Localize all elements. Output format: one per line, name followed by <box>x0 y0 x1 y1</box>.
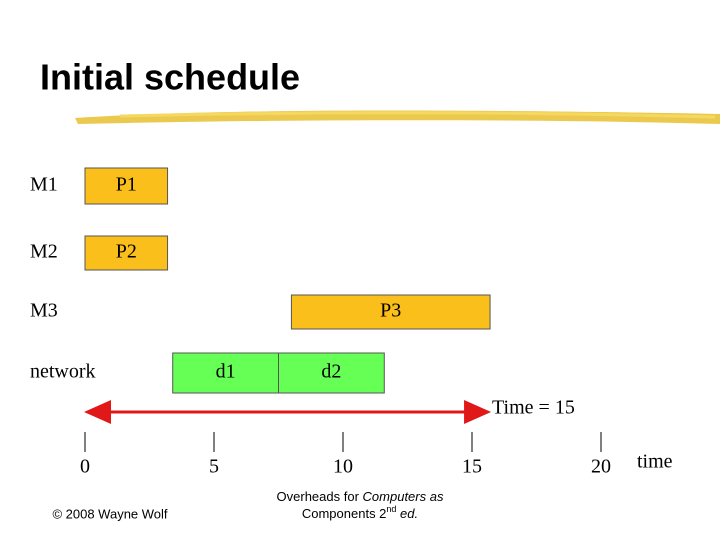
task-bar <box>84 235 169 271</box>
x-tick-label: 5 <box>209 456 219 478</box>
span-label: Time = 15 <box>492 397 575 419</box>
x-tick-label: 10 <box>333 456 353 478</box>
x-tick-label: 15 <box>462 456 482 478</box>
row-label: M2 <box>30 241 58 263</box>
footer-text: nd <box>386 504 396 514</box>
task-label: d2 <box>321 361 341 383</box>
task-bar <box>290 294 491 330</box>
footer-center: Overheads for Computers as <box>277 489 444 504</box>
task-bar <box>84 167 169 205</box>
row-label: M3 <box>30 300 58 322</box>
footer-text: ed. <box>396 506 418 521</box>
task-label: d1 <box>216 361 236 383</box>
footer-text: Overheads for <box>277 489 363 504</box>
task-label: P3 <box>380 300 401 322</box>
task-label: P1 <box>116 174 137 196</box>
task-bar <box>278 352 385 394</box>
row-label: M1 <box>30 174 58 196</box>
task-bar <box>172 352 279 394</box>
slide-title: Initial schedule <box>40 57 300 98</box>
x-tick-label: 0 <box>80 456 90 478</box>
row-label: network <box>30 361 96 383</box>
footer-text: Computers as <box>363 489 444 504</box>
task-label: P2 <box>116 241 137 263</box>
footer-left: © 2008 Wayne Wolf <box>52 506 167 521</box>
footer-text: Components 2 <box>302 506 387 521</box>
x-axis-label: time <box>637 451 673 473</box>
x-tick-label: 20 <box>591 456 611 478</box>
title-underline-highlight <box>119 111 716 119</box>
footer-center: Components 2nd ed. <box>302 504 418 521</box>
